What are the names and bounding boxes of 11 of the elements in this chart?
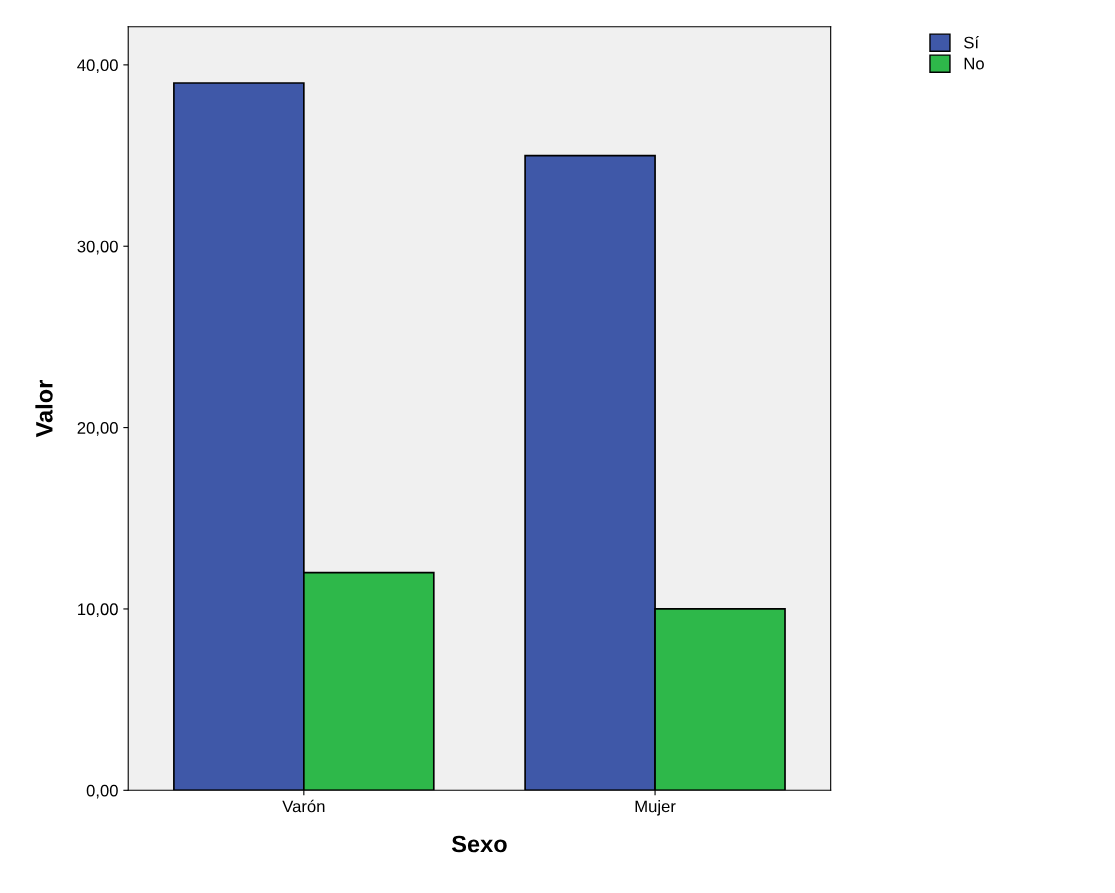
y-tick-label: 20,00 (77, 421, 118, 436)
x-tick-label: Mujer (635, 800, 676, 816)
legend-label: Sí (964, 36, 979, 49)
y-tick-label: 0,00 (86, 784, 118, 799)
y-tick-label: 40,00 (77, 59, 118, 74)
legend-label: No (964, 57, 984, 70)
x-tick-label: Varón (282, 799, 325, 813)
y-tick-label: 30,00 (77, 240, 118, 255)
y-axis-title: Valor (35, 380, 53, 438)
y-tick-label: 10,00 (78, 603, 118, 618)
x-axis-title: Sexo (451, 835, 507, 853)
